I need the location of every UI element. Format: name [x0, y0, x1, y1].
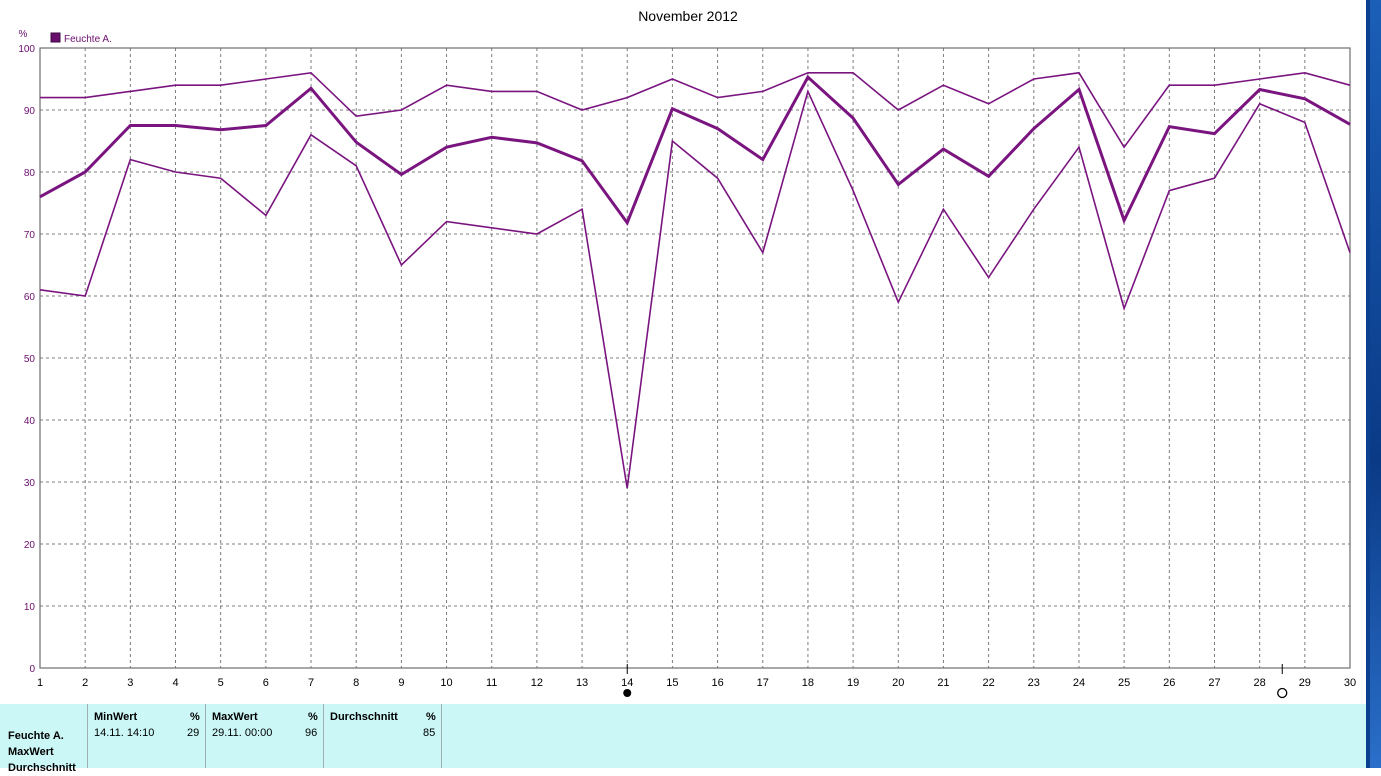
x-tick-label: 12 — [531, 677, 543, 689]
x-tick-label: 11 — [486, 677, 497, 689]
x-tick-label: 5 — [218, 677, 224, 689]
durchschnitt-value: 85 — [423, 727, 436, 739]
x-tick-label: 7 — [308, 677, 314, 689]
y-axis-unit: % — [19, 29, 28, 40]
x-tick-label: 18 — [802, 677, 814, 689]
x-tick-label: 8 — [353, 677, 359, 689]
durchschnitt-unit: % — [426, 711, 436, 723]
minwert-header: MinWert — [94, 711, 138, 723]
legend-label: Feuchte A. — [64, 34, 112, 45]
extreme-markers — [623, 664, 1288, 699]
series-line-avg — [39, 74, 1351, 226]
x-tick-label: 14 — [621, 677, 633, 689]
x-tick-label: 19 — [847, 677, 859, 689]
durchschnitt-header: Durchschnitt — [330, 711, 398, 723]
y-tick-label: 70 — [24, 230, 36, 241]
x-tick-label: 1 — [37, 677, 43, 689]
series-line-max — [40, 71, 1351, 149]
x-tick-label: 28 — [1254, 677, 1266, 689]
x-tick-label: 15 — [666, 677, 678, 689]
x-tick-label: 4 — [172, 677, 178, 689]
min-marker-dot — [623, 689, 632, 697]
maxwert-date: 29.11. 00:00 — [212, 727, 273, 739]
x-tick-label: 2 — [82, 677, 88, 689]
x-tick-label: 3 — [127, 677, 133, 689]
x-tick-label: 27 — [1208, 677, 1220, 689]
y-tick-label: 60 — [24, 292, 36, 303]
chart-title: November 2012 — [638, 8, 738, 24]
y-tick-label: 80 — [24, 168, 36, 179]
row-label-maxwert: MaxWert — [8, 746, 54, 758]
x-tick-label: 6 — [263, 677, 269, 689]
stats-col-minwert: MinWert % 14.11. 14:10 29 — [87, 704, 206, 768]
legend-swatch — [50, 32, 61, 43]
y-tick-label: 10 — [24, 602, 36, 613]
grid-lines — [40, 48, 1350, 668]
x-tick-label: 10 — [440, 677, 452, 689]
x-tick-label: 25 — [1118, 677, 1130, 689]
row-label-durchschnitt: Durchschnitt — [8, 762, 76, 774]
plot-frame — [39, 47, 1351, 669]
y-tick-label: 20 — [24, 540, 36, 551]
minwert-date: 14.11. 14:10 — [94, 727, 155, 739]
x-tick-label: 17 — [757, 677, 769, 689]
x-tick-label: 30 — [1344, 677, 1356, 689]
series-lines — [39, 71, 1351, 489]
humidity-chart: November 2012 % Feuchte A. 0 10 20 30 40 50 60… — [18, 8, 1356, 699]
x-tick-label: 13 — [576, 677, 588, 689]
minwert-unit: % — [190, 711, 200, 723]
series-line-min — [39, 89, 1351, 489]
y-tick-label: 50 — [24, 354, 36, 365]
max-marker-ring — [1277, 687, 1288, 699]
minwert-value: 29 — [187, 727, 200, 739]
stats-col-maxwert: MaxWert % 29.11. 00:00 96 — [205, 704, 324, 768]
row-label-feuchte: Feuchte A. — [8, 730, 64, 742]
y-tick-label: 100 — [18, 44, 35, 55]
maxwert-value: 96 — [305, 727, 318, 739]
x-tick-label: 29 — [1299, 677, 1311, 689]
maxwert-header: MaxWert — [212, 711, 258, 723]
x-tick-label: 26 — [1163, 677, 1175, 689]
x-tick-label: 22 — [982, 677, 994, 689]
stats-row-labels: Feuchte A. MaxWert Durchschnitt — [8, 728, 76, 776]
x-tick-label: 23 — [1028, 677, 1040, 689]
window-edge — [1366, 0, 1381, 768]
x-tick-label: 9 — [398, 677, 404, 689]
y-tick-label: 0 — [29, 664, 35, 675]
x-tick-label: 24 — [1073, 677, 1085, 689]
x-tick-label: 21 — [937, 677, 949, 689]
stats-col-durchschnitt: Durchschnitt % 85 — [323, 704, 442, 768]
y-tick-label: 30 — [24, 478, 36, 489]
maxwert-unit: % — [308, 711, 318, 723]
x-tick-label: 16 — [711, 677, 723, 689]
x-tick-label: 20 — [892, 677, 904, 689]
y-tick-label: 90 — [24, 106, 36, 117]
y-tick-label: 40 — [24, 416, 36, 427]
stats-panel: Feuchte A. MaxWert Durchschnitt MinWert … — [0, 704, 1366, 774]
